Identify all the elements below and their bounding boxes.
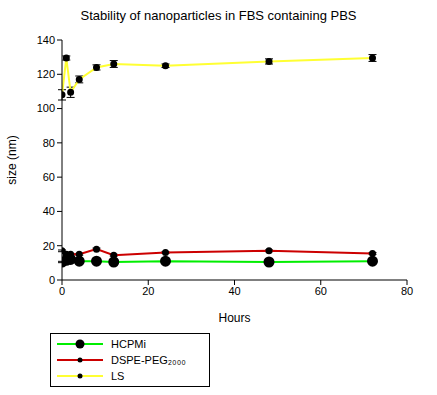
svg-text:0: 0 [59, 285, 65, 297]
svg-text:size (nm): size (nm) [8, 135, 19, 184]
html-text:Stability of nanoparticles in: Stability of nanoparticles in FBS contai… [80, 8, 357, 23]
svg-text:40: 40 [43, 205, 55, 217]
svg-text:80: 80 [401, 285, 413, 297]
svg-text:60: 60 [315, 285, 327, 297]
svg-text:60: 60 [43, 171, 55, 183]
svg-text:Hours: Hours [218, 311, 250, 325]
svg-text:0: 0 [49, 274, 55, 286]
svg-text:20: 20 [43, 240, 55, 252]
svg-text:80: 80 [43, 137, 55, 149]
html-text:HCPMi: HCPMi [111, 338, 146, 350]
html-text:LS: LS [111, 370, 125, 382]
svg-text:120: 120 [37, 68, 55, 80]
svg-text:100: 100 [37, 102, 55, 114]
svg-text:140: 140 [37, 34, 55, 46]
html-text:DSPE-PEG₂₀₀₀: DSPE-PEG₂₀₀₀ [111, 354, 186, 366]
svg-text:20: 20 [142, 285, 154, 297]
svg-text:40: 40 [228, 285, 240, 297]
